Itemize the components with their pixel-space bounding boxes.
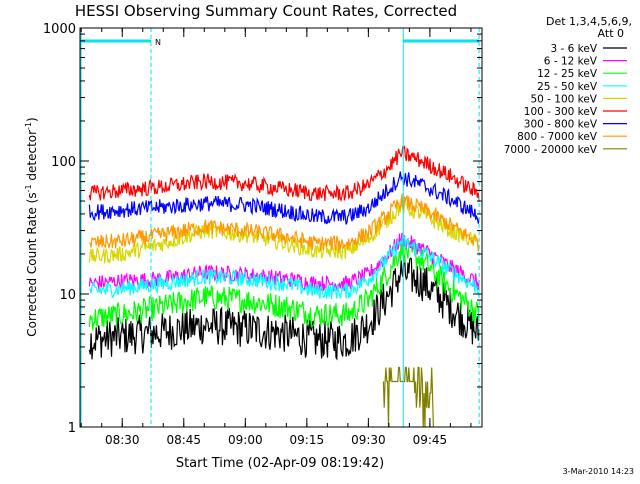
plot-frame: [79, 27, 483, 428]
legend-label-6: 100 - 300 keV: [524, 106, 598, 118]
legend-label-9: 7000 - 20000 keV: [504, 144, 598, 156]
series-line-7: [88, 171, 480, 225]
series-line-5: [88, 198, 480, 265]
axes: 1 10 100 1000 08:30 08:45 09:00 09:15 09:30 09:45: [43, 22, 482, 447]
night-flag-label: N: [155, 38, 161, 47]
legend-header-line-2: Att 0: [598, 27, 624, 40]
chart-title: HESSI Observing Summary Count Rates, Cor…: [75, 2, 457, 20]
x-tick-label-0830: 08:30: [105, 433, 140, 447]
plot-area: N: [80, 28, 480, 428]
series-line-4: [89, 233, 480, 300]
series-line-1: [88, 255, 480, 361]
x-tick-label-0845: 08:45: [166, 433, 201, 447]
legend-label-8: 800 - 7000 keV: [517, 131, 598, 143]
legend-label-7: 300 - 800 keV: [524, 119, 598, 131]
footer-date: 3-Mar-2010 14:23: [563, 467, 634, 476]
legend-label-5: 50 - 100 keV: [530, 93, 597, 105]
x-tick-label-0930: 09:30: [351, 433, 386, 447]
x-tick-label-0945: 09:45: [413, 433, 448, 447]
series-line-9: [382, 366, 434, 428]
y-tick-label-1: 1: [68, 421, 76, 436]
y-axis-label: Corrected Count Rate (s-1 detector-1): [24, 117, 39, 336]
y-axis-label-sup-1: -1: [24, 184, 33, 192]
series-line-6: [88, 144, 480, 202]
y-axis-label-mid: detector: [25, 130, 39, 185]
y-axis-label-main: Corrected Count Rate (s: [25, 192, 39, 336]
legend-label-2: 6 - 12 keV: [544, 56, 598, 68]
y-axis-label-sup-2: -1: [24, 122, 33, 130]
legend-header-line-1: Det 1,3,4,5,6,9,: [546, 15, 632, 28]
y-tick-label-1000: 1000: [43, 22, 76, 37]
legend-label-3: 12 - 25 keV: [537, 68, 598, 80]
x-tick-label-0900: 09:00: [228, 433, 263, 447]
y-tick-label-10: 10: [59, 288, 76, 303]
x-axis-label: Start Time (02-Apr-09 08:19:42): [176, 456, 384, 471]
legend-label-1: 3 - 6 keV: [550, 43, 597, 55]
x-tick-label-0915: 09:15: [290, 433, 325, 447]
y-axis-label-end: ): [25, 117, 39, 122]
series-line-8: [88, 193, 480, 253]
y-tick-label-100: 100: [51, 155, 76, 170]
legend-label-4: 25 - 50 keV: [537, 81, 598, 93]
